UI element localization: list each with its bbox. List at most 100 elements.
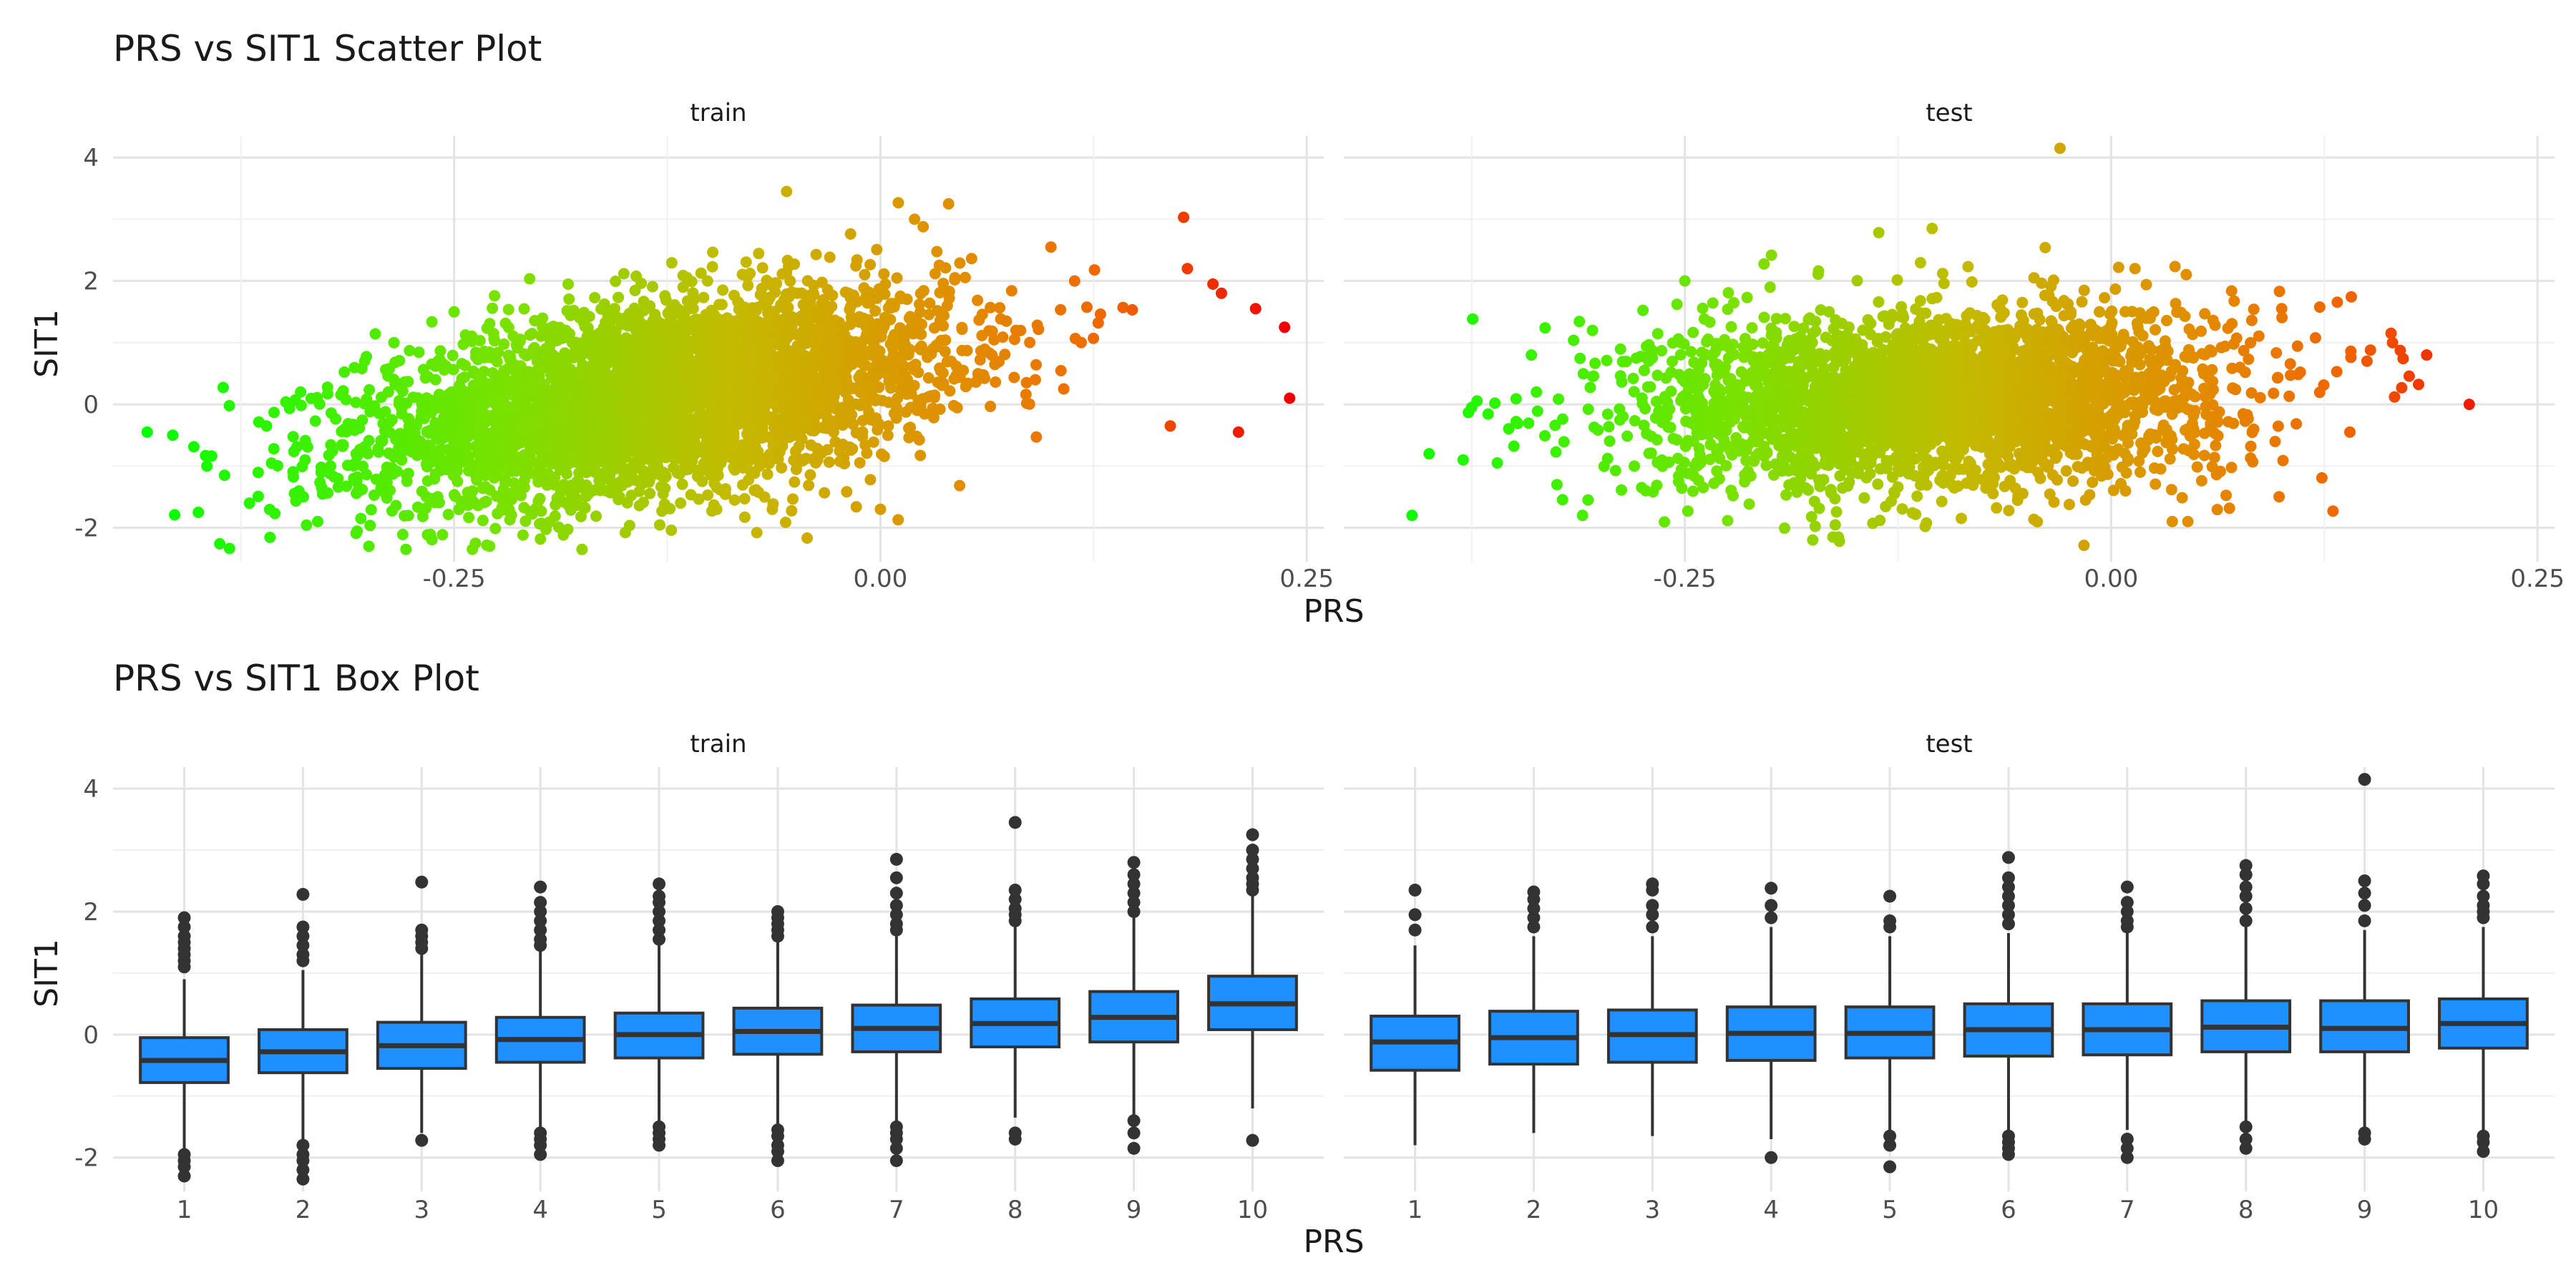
- scatter-point: [784, 353, 796, 366]
- scatter-point: [217, 381, 229, 394]
- scatter-point: [1008, 333, 1020, 346]
- scatter-point: [507, 330, 519, 342]
- scatter-point: [401, 469, 413, 481]
- scatter-point: [447, 349, 459, 361]
- scatter-point: [509, 487, 521, 499]
- scatter-point: [283, 402, 296, 414]
- scatter-point: [691, 328, 703, 339]
- scatter-point: [599, 356, 611, 368]
- scatter-point: [935, 365, 947, 377]
- scatter-point: [623, 519, 635, 532]
- scatter-point: [702, 440, 714, 452]
- scatter-point: [325, 407, 337, 419]
- scatter-point: [529, 315, 541, 327]
- scatter-point: [884, 382, 897, 394]
- scatter-point: [892, 514, 904, 526]
- scatter-point: [800, 386, 812, 399]
- scatter-point: [370, 473, 382, 485]
- scatter-point: [841, 486, 853, 498]
- scatter-point: [444, 456, 457, 467]
- scatter-point: [680, 305, 693, 317]
- scatter-point: [706, 260, 718, 273]
- scatter-point: [927, 411, 940, 424]
- scatter-point: [1094, 308, 1106, 320]
- scatter-point: [1010, 324, 1022, 336]
- scatter-point: [1092, 317, 1104, 329]
- scatter-point: [2284, 358, 2296, 370]
- scatter-point: [1510, 393, 1522, 405]
- scatter-point: [965, 253, 977, 265]
- scatter-point: [442, 509, 454, 520]
- scatter-point: [312, 515, 323, 527]
- scatter-point: [994, 302, 1006, 314]
- scatter-point: [1164, 420, 1176, 432]
- scatter-point: [826, 417, 838, 429]
- scatter-point: [917, 220, 930, 233]
- scatter-point: [1914, 257, 1926, 269]
- scatter-point: [338, 423, 351, 435]
- scatter-point: [592, 377, 604, 389]
- scatter-point: [943, 286, 955, 298]
- scatter-point: [361, 469, 373, 481]
- scatter-point: [824, 361, 836, 374]
- scatter-point: [916, 394, 928, 406]
- scatter-point: [655, 481, 667, 493]
- scatter-point: [777, 389, 789, 401]
- scatter-point: [218, 469, 230, 482]
- scatter-point: [947, 399, 960, 411]
- scatter-point: [364, 519, 376, 532]
- scatter-point: [1644, 381, 1657, 393]
- scatter-point: [509, 365, 521, 377]
- scatter-point: [793, 440, 805, 452]
- scatter-point: [642, 391, 654, 403]
- scatter-point: [909, 213, 921, 225]
- scatter-point: [1636, 482, 1648, 494]
- scatter-point: [1020, 376, 1033, 389]
- scatter-point: [728, 494, 741, 506]
- scatter-point: [704, 348, 716, 361]
- scatter-point: [729, 317, 741, 329]
- scatter-point: [535, 533, 547, 545]
- scatter-point: [1589, 357, 1601, 369]
- scatter-point: [864, 258, 877, 270]
- scatter-point: [891, 272, 903, 284]
- scatter-point: [753, 410, 766, 421]
- scatter-point: [939, 346, 951, 358]
- scatter-point: [654, 519, 665, 531]
- scatter-point: [505, 509, 517, 521]
- scatter-point: [561, 305, 573, 317]
- scatter-point: [846, 358, 858, 371]
- scatter-point: [716, 298, 728, 311]
- scatter-point: [990, 376, 1002, 388]
- scatter-point: [841, 384, 853, 395]
- scatter-point: [518, 502, 530, 514]
- scatter-point: [549, 510, 561, 522]
- scatter-point: [1055, 303, 1067, 316]
- scatter-point: [580, 467, 592, 479]
- scatter-point: [723, 398, 736, 410]
- scatter-point: [425, 406, 437, 419]
- scatter-point: [402, 376, 414, 388]
- scatter-point: [676, 478, 688, 490]
- scatter-point: [562, 374, 575, 386]
- scatter-point: [609, 303, 620, 315]
- scatter-point: [355, 512, 367, 525]
- scatter-point: [675, 497, 687, 509]
- scatter-point: [744, 268, 756, 280]
- scatter-point: [648, 448, 660, 460]
- scatter-point: [456, 373, 468, 385]
- scatter-point: [895, 293, 907, 305]
- scatter-point: [786, 286, 798, 298]
- scatter-point: [713, 401, 725, 414]
- scatter-point: [141, 426, 153, 438]
- scatter-point: [448, 306, 460, 318]
- scatter-point: [600, 465, 613, 477]
- scatter-point: [929, 389, 941, 401]
- scatter-point: [1482, 408, 1494, 420]
- scatter-point: [809, 351, 821, 364]
- scatter-point: [396, 454, 408, 466]
- scatter-point: [892, 197, 904, 209]
- scatter-point: [296, 461, 308, 472]
- scatter-point: [577, 421, 589, 433]
- scatter-point: [288, 471, 299, 483]
